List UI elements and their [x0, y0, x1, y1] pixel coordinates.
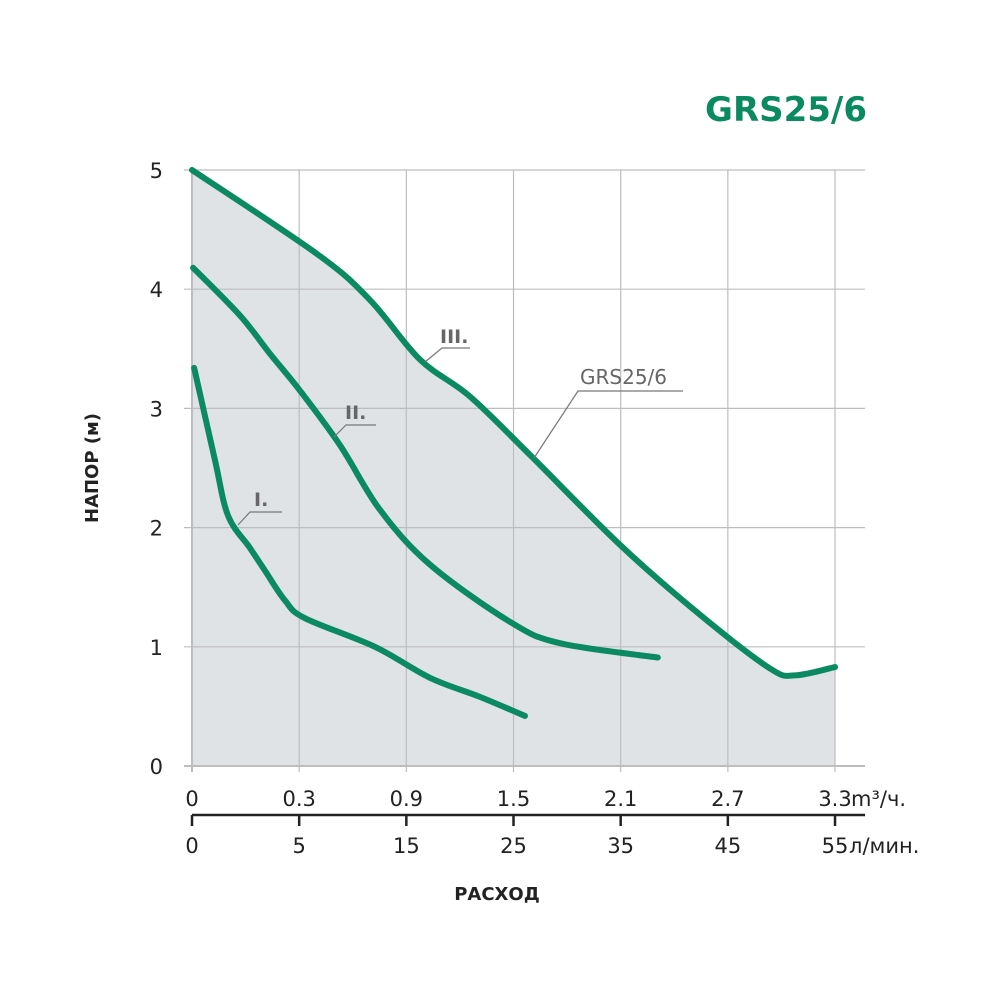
x-tick-label-secondary: 35: [607, 834, 634, 858]
annotation-i-label: I.: [254, 489, 268, 511]
annotation-model: GRS25/6: [533, 365, 683, 459]
curve-i: [191, 364, 528, 719]
y-axis-label: НАПОР (м): [82, 413, 103, 523]
x-tick-label-primary: 2.1: [604, 787, 637, 811]
annotation-iii: III.: [424, 326, 470, 363]
x-tick-label-secondary: 0: [185, 834, 198, 858]
curve-ii: [190, 264, 661, 661]
x-axis-label: РАСХОД: [454, 884, 540, 905]
y-tick-label: 4: [150, 278, 163, 302]
x-unit-primary: m³/ч.: [851, 787, 906, 811]
annotation-ii: II.: [333, 402, 376, 438]
x-tick-label-primary: 0.3: [282, 787, 315, 811]
chart-title: GRS25/6: [705, 90, 867, 130]
x-tick-label-secondary: 5: [292, 834, 305, 858]
annotation-iii-label: III.: [440, 326, 468, 348]
x-tick-label-secondary: 25: [500, 834, 527, 858]
x-unit-secondary: л/мин.: [849, 834, 919, 858]
y-tick-label: 0: [150, 755, 163, 779]
curve-iii: [189, 167, 839, 679]
annotation-i: I.: [237, 489, 282, 526]
y-tick-label: 3: [150, 397, 163, 421]
x-tick-label-secondary: 55: [822, 834, 849, 858]
y-tick-label: 1: [150, 636, 163, 660]
annotation-ii-label: II.: [345, 402, 366, 424]
annotation-model-label: GRS25/6: [580, 365, 667, 389]
x-tick-label-primary: 2.7: [711, 787, 744, 811]
x-tick-label-primary: 3.3: [818, 787, 851, 811]
x-tick-label-secondary: 45: [714, 834, 741, 858]
y-tick-label: 2: [150, 517, 163, 541]
x-tick-label-primary: 1.5: [497, 787, 530, 811]
x-tick-label-primary: 0.9: [390, 787, 423, 811]
x-tick-label-secondary: 15: [393, 834, 420, 858]
y-tick-label: 5: [150, 159, 163, 183]
x-tick-label-primary: 0: [185, 787, 198, 811]
